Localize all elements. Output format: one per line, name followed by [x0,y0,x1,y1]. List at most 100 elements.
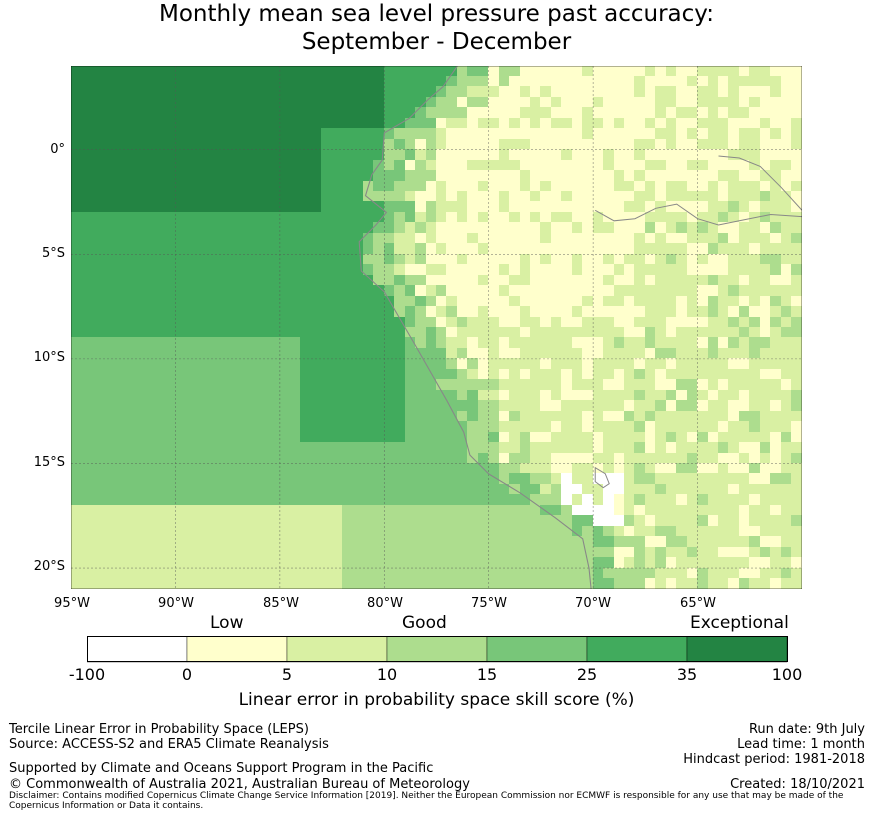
skill-cell [269,254,281,266]
skill-cell [593,212,605,224]
skill-cell [582,118,595,130]
skill-cell [603,536,616,549]
skill-cell [123,547,135,559]
skill-cell [91,128,104,141]
skill-cell [530,191,542,203]
skill-cell [478,515,490,528]
skill-cell [520,191,532,203]
skill-cell [91,505,104,517]
skill-cell [373,494,386,507]
skill-cell [478,379,490,392]
skill-cell [269,285,281,298]
skill-cell [405,128,417,141]
skill-cell [478,536,490,549]
skill-cell [352,139,365,151]
skill-cell [71,432,83,444]
skill-cell [436,254,448,266]
skill-cell [154,568,166,580]
skill-cell [363,306,375,319]
skill-cell [185,473,198,486]
skill-cell [687,296,699,308]
skill-cell [676,86,689,99]
skill-cell [415,201,428,214]
skill-cell [175,107,187,120]
skill-cell [321,421,334,434]
skill-cell [781,379,793,392]
skill-cell [112,139,125,151]
skill-cell [91,526,104,538]
skill-cell [112,306,125,319]
skill-cell [457,97,469,109]
skill-cell [363,536,375,549]
skill-cell [728,317,741,329]
skill-cell [582,191,595,203]
skill-cell [718,149,730,162]
skill-cell [415,442,428,455]
skill-cell [666,222,678,235]
skill-cell [248,243,260,256]
skill-cell [718,379,730,392]
skill-cell [71,421,83,434]
skill-cell [520,432,532,444]
skill-cell [227,505,240,517]
skill-cell [739,400,751,413]
skill-cell [749,201,762,214]
skill-cell [478,212,490,224]
skill-cell [728,494,741,507]
skill-cell [770,86,783,99]
skill-cell [415,107,428,120]
skill-cell [770,526,783,538]
skill-cell [781,170,793,183]
colorbar [87,636,788,663]
skill-cell [791,432,802,444]
skill-cell [593,97,605,109]
skill-cell [352,107,365,120]
skill-cell [290,505,302,517]
skill-cell [373,254,386,266]
skill-cell [269,463,281,475]
skill-cell [269,369,281,381]
skill-cell [91,453,104,465]
skill-cell [206,578,219,589]
skill-cell [206,243,219,256]
skill-cell [363,212,375,224]
skill-cell [175,327,187,339]
skill-cell [551,97,563,109]
river-path [718,155,802,211]
skill-cell [530,243,542,256]
skill-cell [708,379,720,392]
skill-cell [394,568,407,580]
skill-cell [781,442,793,455]
skill-cell [384,139,396,151]
skill-cell [394,526,407,538]
skill-cell [687,181,699,193]
skill-cell [384,76,396,88]
skill-cell [217,212,229,224]
skill-cell [238,66,250,78]
skill-cell [666,264,678,277]
footer-copyright: © Commonwealth of Australia 2021, Austra… [9,777,470,792]
skill-cell [645,526,657,538]
skill-cell [300,337,313,350]
skill-cell [123,411,135,423]
skill-cell [687,494,699,507]
skill-cell [488,536,501,549]
skill-cell [269,191,281,203]
skill-cell [457,254,469,266]
skill-cell [655,327,668,339]
skill-cell [624,296,636,308]
skill-cell [708,505,720,517]
skill-cell [645,515,657,528]
skill-cell [321,66,334,78]
skill-cell [373,432,386,444]
skill-cell [593,66,605,78]
skill-cell [436,170,448,183]
skill-cell [551,473,563,486]
skill-cell [770,411,783,423]
skill-cell [321,149,334,162]
skill-cell [258,201,271,214]
skill-cell [457,76,469,88]
skill-cell [457,557,469,570]
skill-cell [718,86,730,99]
skill-cell [279,453,292,465]
